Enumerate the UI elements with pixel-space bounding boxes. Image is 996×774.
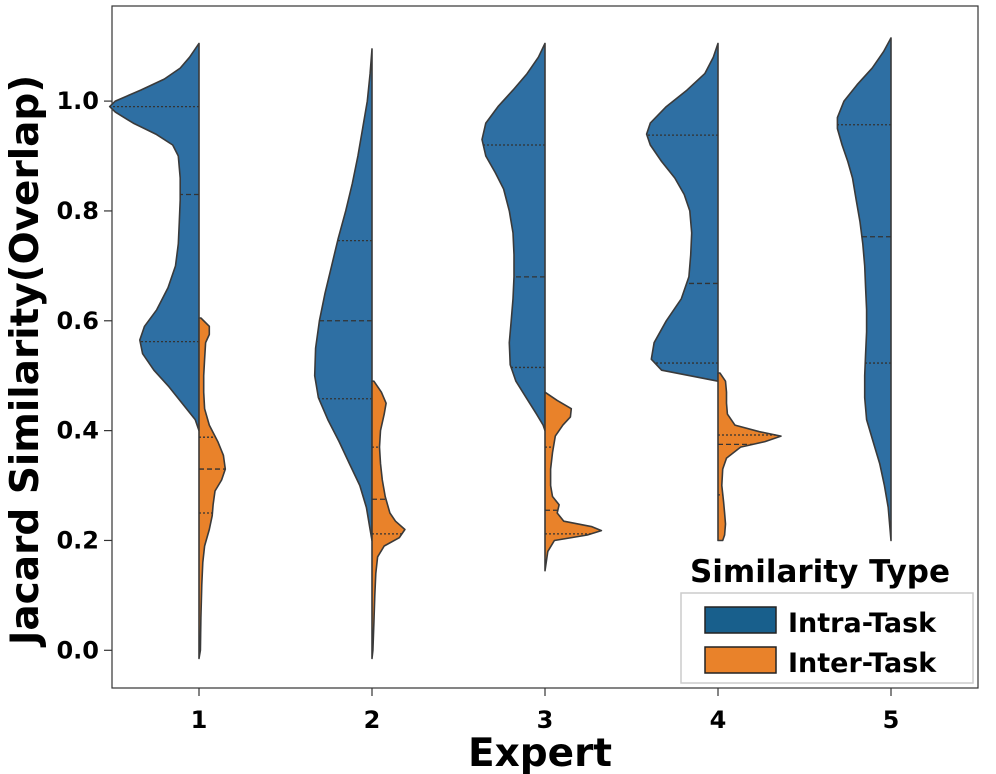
violin-half-intra-task-expert-1 [108, 42, 200, 432]
y-tick-label: 0.6 [56, 307, 99, 335]
y-tick-label: 0.2 [56, 526, 99, 554]
x-axis-label: Expert [468, 731, 612, 774]
y-axis-ticks: 0.0 0.2 0.4 0.6 0.8 1.0 [56, 87, 112, 664]
violin-layer [108, 37, 892, 660]
x-tick-label: 1 [191, 706, 208, 734]
x-tick-label: 2 [364, 706, 381, 734]
violin-half-inter-task-expert-4 [717, 372, 782, 542]
legend-swatch-inter [704, 646, 777, 674]
legend: Similarity Type Intra-Task Inter-Task [680, 554, 974, 684]
y-axis-label: Jacard Similarity(Overlap) [3, 75, 48, 648]
y-tick-label: 1.0 [56, 87, 99, 115]
violin-half-intra-task-expert-5 [836, 37, 892, 542]
legend-title: Similarity Type [690, 554, 950, 590]
violin-half-intra-task-expert-3 [481, 42, 546, 432]
legend-label-inter: Inter-Task [788, 648, 937, 679]
x-axis-ticks: 1 2 3 4 5 [191, 688, 900, 734]
violin-half-inter-task-expert-2 [371, 380, 406, 660]
x-tick-label: 4 [710, 706, 727, 734]
violin-half-intra-task-expert-2 [313, 48, 373, 542]
y-tick-label: 0.4 [56, 417, 99, 445]
x-tick-label: 5 [883, 706, 900, 734]
violin-half-intra-task-expert-4 [645, 42, 719, 382]
legend-swatch-intra [704, 606, 777, 634]
y-tick-label: 0.8 [56, 197, 99, 225]
legend-label-intra: Intra-Task [788, 608, 937, 639]
x-tick-label: 3 [537, 706, 554, 734]
violin-half-inter-task-expert-3 [544, 391, 603, 572]
y-tick-label: 0.0 [56, 636, 99, 664]
